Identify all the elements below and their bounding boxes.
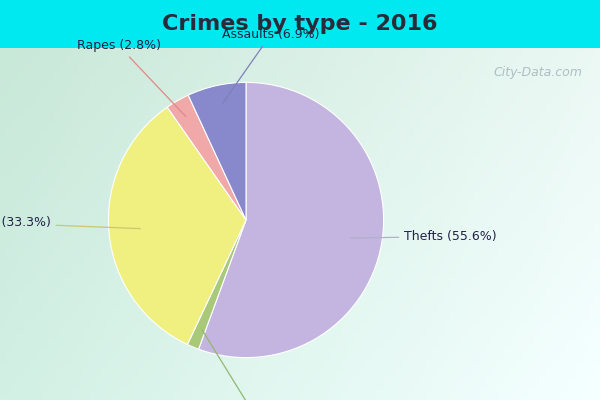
Wedge shape bbox=[167, 95, 246, 220]
Text: Rapes (2.8%): Rapes (2.8%) bbox=[77, 39, 186, 116]
Wedge shape bbox=[199, 82, 383, 358]
Wedge shape bbox=[109, 107, 246, 344]
Text: Auto thefts (1.4%): Auto thefts (1.4%) bbox=[196, 330, 310, 400]
Text: Crimes by type - 2016: Crimes by type - 2016 bbox=[162, 14, 438, 34]
Wedge shape bbox=[188, 82, 246, 220]
Text: Thefts (55.6%): Thefts (55.6%) bbox=[350, 230, 497, 243]
Text: Assaults (6.9%): Assaults (6.9%) bbox=[222, 28, 320, 104]
Text: City-Data.com: City-Data.com bbox=[493, 66, 582, 78]
Wedge shape bbox=[187, 220, 246, 349]
Text: Burglaries (33.3%): Burglaries (33.3%) bbox=[0, 216, 140, 229]
